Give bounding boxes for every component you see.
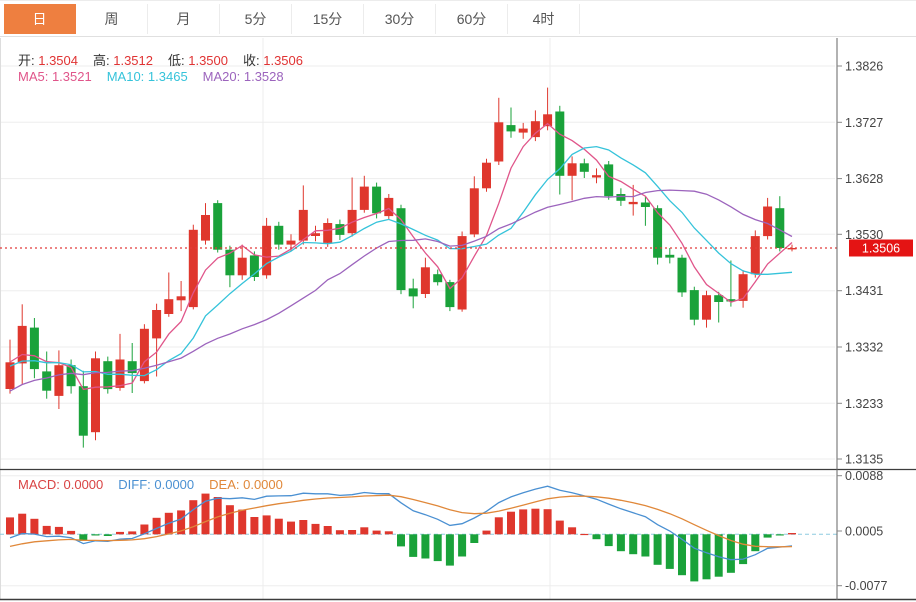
svg-text:1.3826: 1.3826 (845, 60, 883, 74)
tab-60min[interactable]: 60分 (436, 4, 508, 34)
macd-macd: MACD: 0.0000 (18, 477, 103, 492)
tab-30min[interactable]: 30分 (364, 4, 436, 34)
svg-text:1.3332: 1.3332 (845, 341, 883, 355)
ohlc-high-label: 高: (93, 53, 110, 68)
tab-4hour[interactable]: 4时 (508, 4, 580, 34)
svg-text:0.0088: 0.0088 (845, 469, 883, 483)
macd-dea-value: 0.0000 (239, 477, 283, 492)
ma-readout: MA5: 1.3521 MA10: 1.3465 MA20: 1.3528 (18, 69, 299, 84)
macd-macd-value: 0.0000 (59, 477, 104, 492)
ma-ma20: MA20: 1.3528 (203, 69, 284, 84)
tab-day[interactable]: 日 (4, 4, 76, 34)
ohlc-close: 收: 1.3506 (243, 53, 303, 68)
ma-ma10: MA10: 1.3465 (107, 69, 188, 84)
last-price-badge: 1.3506 (849, 239, 913, 257)
ohlc-high: 高: 1.3512 (93, 53, 153, 68)
svg-text:1.3506: 1.3506 (862, 242, 900, 256)
macd-diff-label: DIFF: (118, 477, 151, 492)
svg-text:1.3135: 1.3135 (845, 453, 883, 467)
svg-text:1.3628: 1.3628 (845, 172, 883, 186)
svg-text:1.3530: 1.3530 (845, 228, 883, 242)
macd-diff: DIFF: 0.0000 (118, 477, 194, 492)
svg-text:-0.0077: -0.0077 (845, 579, 887, 593)
ma-ma5: MA5: 1.3521 (18, 69, 92, 84)
ma-ma5-label: MA5: (18, 69, 49, 84)
ohlc-low: 低: 1.3500 (168, 53, 228, 68)
ma-ma5-value: 1.3521 (48, 69, 92, 84)
tab-month[interactable]: 月 (148, 4, 220, 34)
macd-readout: MACD: 0.0000 DIFF: 0.0000 DEA: 0.0000 (18, 477, 298, 492)
tab-15min[interactable]: 15分 (292, 4, 364, 34)
ohlc-open-label: 开: (18, 53, 35, 68)
svg-text:1.3233: 1.3233 (845, 397, 883, 411)
ohlc-open: 开: 1.3504 (18, 53, 78, 68)
ma-ma10-label: MA10: (106, 69, 145, 84)
candlestick-panel: 1.3826 1.3727 1.3628 1.3530 1.3431 1.3332 1.32… (0, 38, 916, 601)
tab-5min[interactable]: 5分 (220, 4, 292, 34)
ohlc-readout: 开: 1.3504 高: 1.3512 低: 1.3500 收: 1.3506 (18, 50, 318, 69)
ohlc-open-value: 1.3504 (34, 53, 78, 68)
ohlc-low-value: 1.3500 (184, 53, 228, 68)
ma-ma10-value: 1.3465 (144, 69, 188, 84)
ohlc-close-label: 收: (243, 53, 260, 68)
ohlc-close-value: 1.3506 (259, 53, 303, 68)
timeframe-tabbar: 日周月 5分 15分 30分 60分 4时 (0, 0, 916, 37)
ohlc-high-value: 1.3512 (109, 53, 153, 68)
svg-text:1.3727: 1.3727 (845, 116, 883, 130)
macd-macd-label: MACD: (18, 477, 60, 492)
svg-text:1.3431: 1.3431 (845, 284, 883, 298)
macd-diff-value: 0.0000 (150, 477, 195, 492)
tab-week[interactable]: 周 (76, 4, 148, 34)
svg-text:0.0005: 0.0005 (845, 525, 883, 539)
ma-ma20-label: MA20: (202, 69, 241, 84)
macd-dea-label: DEA: (209, 477, 240, 492)
ma-ma20-value: 1.3528 (240, 69, 284, 84)
macd-dea: DEA: 0.0000 (209, 477, 283, 492)
ohlc-low-label: 低: (168, 53, 185, 68)
